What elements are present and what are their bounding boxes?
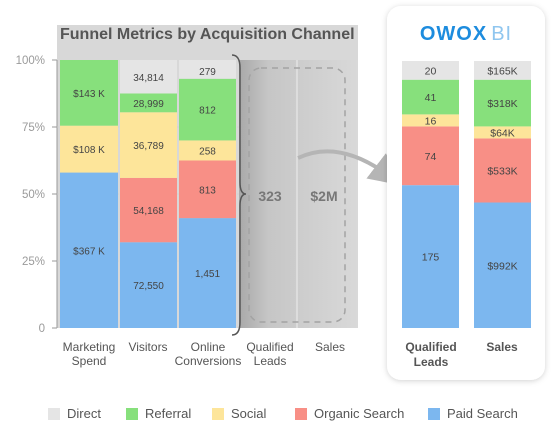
legend-label-social: Social	[231, 406, 267, 421]
legend-label-paid-search: Paid Search	[447, 406, 518, 421]
data-label: 34,814	[133, 73, 164, 84]
legend-swatch-referral	[126, 408, 138, 420]
legend-swatch-direct	[48, 408, 60, 420]
bar-referral-marketing-spend	[60, 60, 118, 126]
y-tick-label: 75%	[22, 122, 45, 134]
x-tick-label-online-conversions: Online Conversions	[175, 340, 242, 368]
data-label: 54,168	[133, 206, 164, 217]
data-label: $108 K	[73, 145, 105, 156]
owox-data-label: 20	[425, 65, 437, 77]
bar-direct-online-conversions	[179, 60, 236, 79]
bar-social-online-conversions	[179, 140, 236, 161]
bar-referral-visitors	[120, 93, 177, 113]
bar-referral-online-conversions	[179, 78, 236, 141]
data-label: $367 K	[73, 246, 105, 257]
data-label: 813	[199, 185, 216, 196]
bar-paid-search-online-conversions	[179, 218, 236, 328]
sales-total: $2M	[310, 188, 337, 204]
owox-data-label: $165K	[487, 65, 517, 77]
owox-data-label: 41	[425, 92, 437, 104]
legend-swatch-social	[212, 408, 224, 420]
y-tick-label: 50%	[22, 189, 45, 201]
owox-bar-paid-search-sales	[474, 202, 531, 328]
owox-x-label-qualified-leads: Qualified Leads	[405, 340, 456, 369]
owox-bar-organic-search-qualified-leads	[402, 126, 459, 186]
curly-brace	[231, 54, 247, 336]
x-tick-label-visitors: Visitors	[128, 340, 167, 354]
data-label: 28,999	[133, 99, 164, 110]
owox-data-label: $992K	[487, 260, 517, 272]
owox-x-label-sales: Sales	[486, 340, 518, 354]
data-label: 72,550	[133, 281, 164, 292]
owox-bar-referral-sales	[474, 79, 531, 127]
x-tick-label-marketing-spend: Marketing Spend	[63, 340, 116, 368]
owox-bar-direct-sales	[474, 61, 531, 80]
bar-social-visitors	[120, 112, 177, 178]
bar-direct-visitors	[120, 60, 177, 94]
bar-paid-search-marketing-spend	[60, 172, 118, 328]
data-label: $143 K	[73, 89, 105, 100]
legend-label-organic-search: Organic Search	[314, 406, 404, 421]
owox-bar-referral-qualified-leads	[402, 79, 459, 115]
x-tick-label-qualified-leads: Qualified Leads	[246, 340, 293, 368]
y-tick-label: 25%	[22, 256, 45, 268]
chart-title: Funnel Metrics by Acquisition Channel	[60, 26, 355, 43]
legend-swatch-paid-search	[428, 408, 440, 420]
data-label: 279	[199, 67, 216, 78]
owox-bar-paid-search-qualified-leads	[402, 185, 459, 328]
owox-data-label: 175	[422, 252, 440, 264]
owox-data-label: 74	[425, 151, 437, 163]
arrow-icon	[297, 149, 402, 186]
owox-bar-social-sales	[474, 126, 531, 139]
owox-bar-direct-qualified-leads	[402, 61, 459, 80]
owox-bar-organic-search-sales	[474, 138, 531, 203]
bar-organic-search-visitors	[120, 177, 177, 243]
owox-data-label: $318K	[487, 98, 517, 110]
bar-social-marketing-spend	[60, 125, 118, 173]
bar-organic-search-online-conversions	[179, 160, 236, 219]
data-label: 812	[199, 106, 216, 117]
owox-data-label: $64K	[490, 127, 515, 139]
legend-swatch-organic-search	[295, 408, 307, 420]
shaded-region	[239, 60, 358, 328]
data-label: 36,789	[133, 141, 164, 152]
y-tick-label: 100%	[16, 55, 45, 67]
qualified-leads-total: 323	[258, 188, 282, 204]
owox-data-label: 16	[425, 115, 437, 127]
owox-bi-logo-icon: OWOX BI	[420, 23, 512, 45]
legend-label-referral: Referral	[145, 406, 191, 421]
data-label: 1,451	[195, 269, 220, 280]
owox-data-label: $533K	[487, 165, 517, 177]
data-label: 258	[199, 146, 216, 157]
x-tick-label-sales: Sales	[315, 340, 345, 354]
dashed-highlight-box	[248, 67, 346, 323]
bar-paid-search-visitors	[120, 242, 177, 328]
y-tick-label: 0	[39, 323, 45, 335]
legend-label-direct: Direct	[67, 406, 101, 421]
owox-bar-social-qualified-leads	[402, 114, 459, 127]
